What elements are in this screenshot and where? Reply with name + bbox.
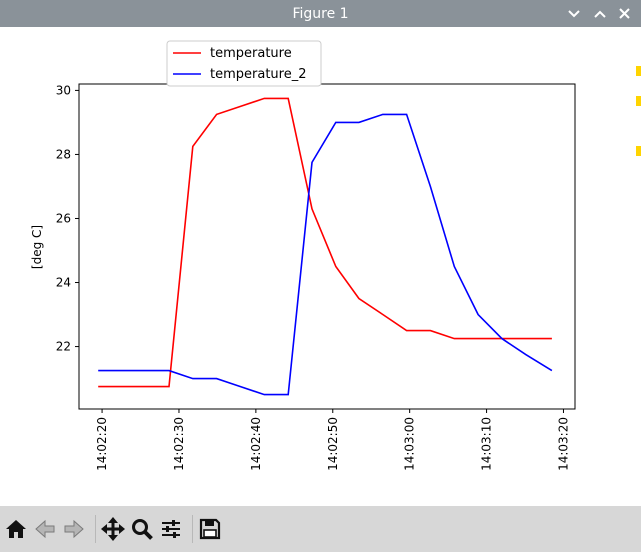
window-title: Figure 1 <box>292 5 349 22</box>
series-line-temperature_2 <box>98 113 553 396</box>
legend-label: temperature_2 <box>210 67 306 82</box>
home-icon[interactable] <box>3 516 29 542</box>
edge-marker <box>636 146 641 156</box>
edge-marker <box>636 96 641 106</box>
configure-subplots-icon[interactable] <box>158 516 184 542</box>
x-tick-label: 14:03:00 <box>403 417 417 471</box>
chevron-up-icon[interactable] <box>589 3 611 24</box>
window-titlebar[interactable]: Figure 1 <box>0 0 641 27</box>
navigation-toolbar <box>0 506 641 552</box>
legend-box <box>166 40 322 87</box>
y-axis-label: [deg C] <box>30 225 44 269</box>
y-tick-label: 30 <box>56 83 71 97</box>
chevron-down-icon[interactable] <box>563 3 585 24</box>
edge-marker <box>636 66 641 76</box>
zoom-icon[interactable] <box>129 516 155 542</box>
x-tick-label: 14:02:40 <box>249 417 263 471</box>
pan-icon[interactable] <box>100 516 126 542</box>
toolbar-separator <box>192 515 193 543</box>
y-tick-label: 22 <box>56 340 71 354</box>
y-tick-label: 24 <box>56 276 71 290</box>
x-tick-label: 14:02:20 <box>95 417 109 471</box>
legend: temperature temperature_2 <box>166 40 322 87</box>
x-tick-label: 14:03:10 <box>480 417 494 471</box>
x-tick-label: 14:03:20 <box>556 417 570 471</box>
legend-label: temperature <box>210 46 292 61</box>
save-icon[interactable] <box>197 516 223 542</box>
forward-arrow-icon[interactable] <box>61 516 87 542</box>
toolbar-separator <box>95 515 96 543</box>
x-tick-label: 14:02:30 <box>172 417 186 471</box>
series-line-temperature <box>98 97 552 388</box>
figure-canvas[interactable]: 22 24 26 28 30 14:02:20 14:02:30 14:02:40 14:02:… <box>0 27 641 506</box>
back-arrow-icon[interactable] <box>32 516 58 542</box>
y-tick-label: 26 <box>56 211 71 225</box>
close-icon[interactable] <box>613 3 635 24</box>
y-tick-label: 28 <box>56 147 71 161</box>
line-chart: 22 24 26 28 30 14:02:20 14:02:30 14:02:40 14:02:… <box>30 40 576 471</box>
x-tick-label: 14:02:50 <box>326 417 340 471</box>
